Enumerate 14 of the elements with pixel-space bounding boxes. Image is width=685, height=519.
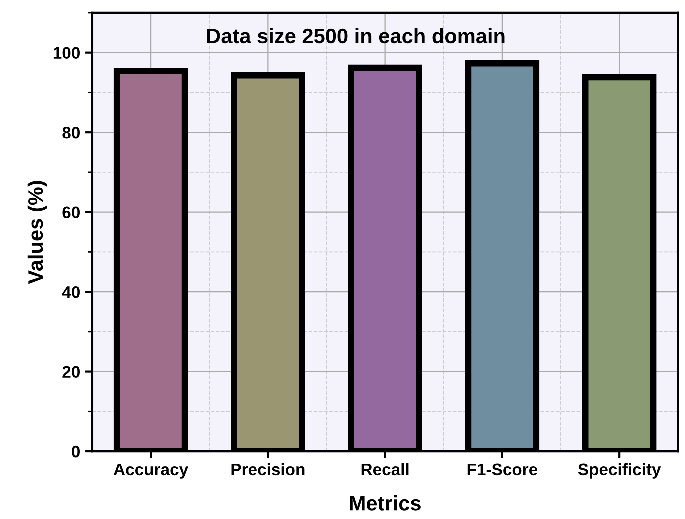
x-tick-label: Specificity [578,463,662,479]
y-tick-label: 100 [54,47,80,60]
x-axis-title: Metrics [350,496,421,511]
text: Data size 2500 in each domain [207,28,505,44]
y-tick-label: 20 [62,366,80,378]
y-axis-title: Values (%) [28,181,48,284]
y-tick-label: 60 [62,206,80,219]
x-tick-label: Accuracy [114,464,188,479]
y-tick-label: 0 [72,446,80,458]
y-tick-label: 40 [62,286,80,298]
x-tick-label: F1-Score [468,464,538,476]
x-tick-label: Precision [232,463,305,476]
y-tick-label: 80 [62,126,80,139]
x-tick-label: Recall [362,463,409,476]
